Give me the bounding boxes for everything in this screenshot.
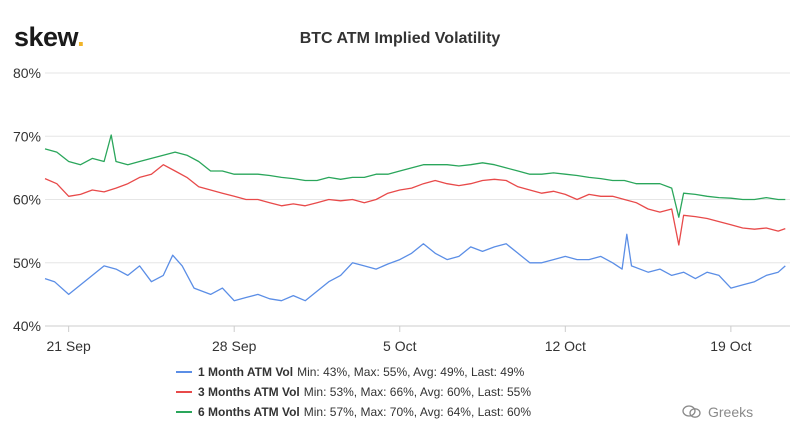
legend-series-name: 3 Months ATM Vol bbox=[198, 385, 300, 399]
legend-series-stats: Min: 57%, Max: 70%, Avg: 64%, Last: 60% bbox=[303, 405, 531, 419]
y-tick-label: 50% bbox=[13, 255, 41, 271]
legend-series-stats: Min: 43%, Max: 55%, Avg: 49%, Last: 49% bbox=[297, 365, 525, 379]
grid-lines bbox=[45, 72, 790, 327]
x-tick-label: 21 Sep bbox=[46, 338, 91, 354]
legend-series-name: 1 Month ATM Vol bbox=[198, 365, 294, 379]
x-tick-label: 5 Oct bbox=[383, 338, 417, 354]
series-line-one-month bbox=[44, 233, 786, 302]
chart-title: BTC ATM Implied Volatility bbox=[299, 30, 501, 47]
watermark: Greeks bbox=[682, 404, 753, 420]
legend-series-name: 6 Months ATM Vol bbox=[198, 405, 300, 419]
logo-text: skew bbox=[14, 22, 78, 52]
legend-swatch bbox=[176, 391, 192, 393]
y-axis: 40% 50% 60% 70% 80% bbox=[13, 65, 41, 334]
series-line-three-months bbox=[44, 164, 786, 246]
legend-series-stats: Min: 53%, Max: 66%, Avg: 60%, Last: 55% bbox=[303, 385, 531, 399]
series-lines bbox=[44, 134, 786, 302]
y-tick-label: 40% bbox=[13, 318, 41, 334]
skew-logo: skew. bbox=[14, 22, 85, 53]
x-tick-label: 12 Oct bbox=[545, 338, 586, 354]
legend: 1 Month ATM Vol Min: 43%, Max: 55%, Avg: … bbox=[176, 362, 531, 422]
legend-item-one-month[interactable]: 1 Month ATM Vol Min: 43%, Max: 55%, Avg: … bbox=[176, 362, 531, 382]
series-line-six-months bbox=[44, 134, 786, 218]
y-tick-label: 80% bbox=[13, 65, 41, 81]
watermark-text: Greeks bbox=[708, 404, 754, 420]
logo-dot: . bbox=[77, 22, 85, 52]
legend-swatch bbox=[176, 411, 192, 413]
legend-swatch bbox=[176, 371, 192, 373]
x-tick-label: 28 Sep bbox=[212, 338, 257, 354]
wechat-icon bbox=[682, 405, 701, 418]
y-tick-label: 60% bbox=[13, 192, 41, 208]
legend-item-six-months[interactable]: 6 Months ATM Vol Min: 57%, Max: 70%, Avg:… bbox=[176, 402, 531, 422]
y-tick-label: 70% bbox=[13, 128, 41, 144]
x-tick-label: 19 Oct bbox=[710, 338, 751, 354]
x-axis: 21 Sep 28 Sep 5 Oct 12 Oct 19 Oct bbox=[45, 325, 790, 354]
legend-item-three-months[interactable]: 3 Months ATM Vol Min: 53%, Max: 66%, Avg:… bbox=[176, 382, 531, 402]
